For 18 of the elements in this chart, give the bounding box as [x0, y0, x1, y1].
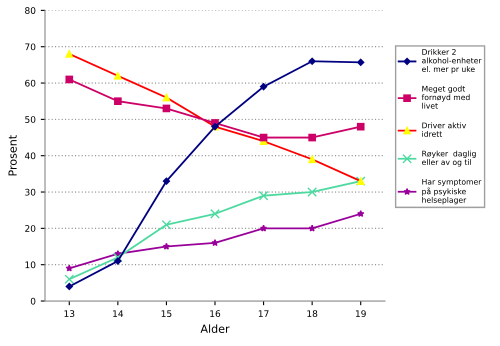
- y-tick-label: 70: [25, 43, 36, 50]
- x-tick-label: 13: [64, 310, 74, 318]
- y-tick-label: 50: [25, 116, 36, 123]
- x-tick-label: 16: [210, 310, 220, 318]
- y-tick-label: 30: [25, 188, 36, 196]
- y-tick-label: 80: [25, 7, 36, 14]
- y-tick-label: 60: [25, 80, 36, 87]
- y-axis-title: Prosent: [8, 135, 17, 176]
- x-tick-label: 18: [307, 310, 318, 318]
- x-tick-label: 19: [356, 310, 366, 318]
- y-tick-label: 0: [30, 298, 36, 305]
- x-tick-label: 17: [258, 310, 269, 317]
- x-tick-label: 15: [162, 310, 172, 318]
- y-tick-label: 40: [24, 152, 36, 160]
- x-axis-title: Alder: [200, 324, 230, 333]
- y-tick-label: 20: [25, 225, 36, 232]
- y-tick-label: 10: [25, 261, 36, 268]
- x-tick-label: 14: [113, 310, 124, 317]
